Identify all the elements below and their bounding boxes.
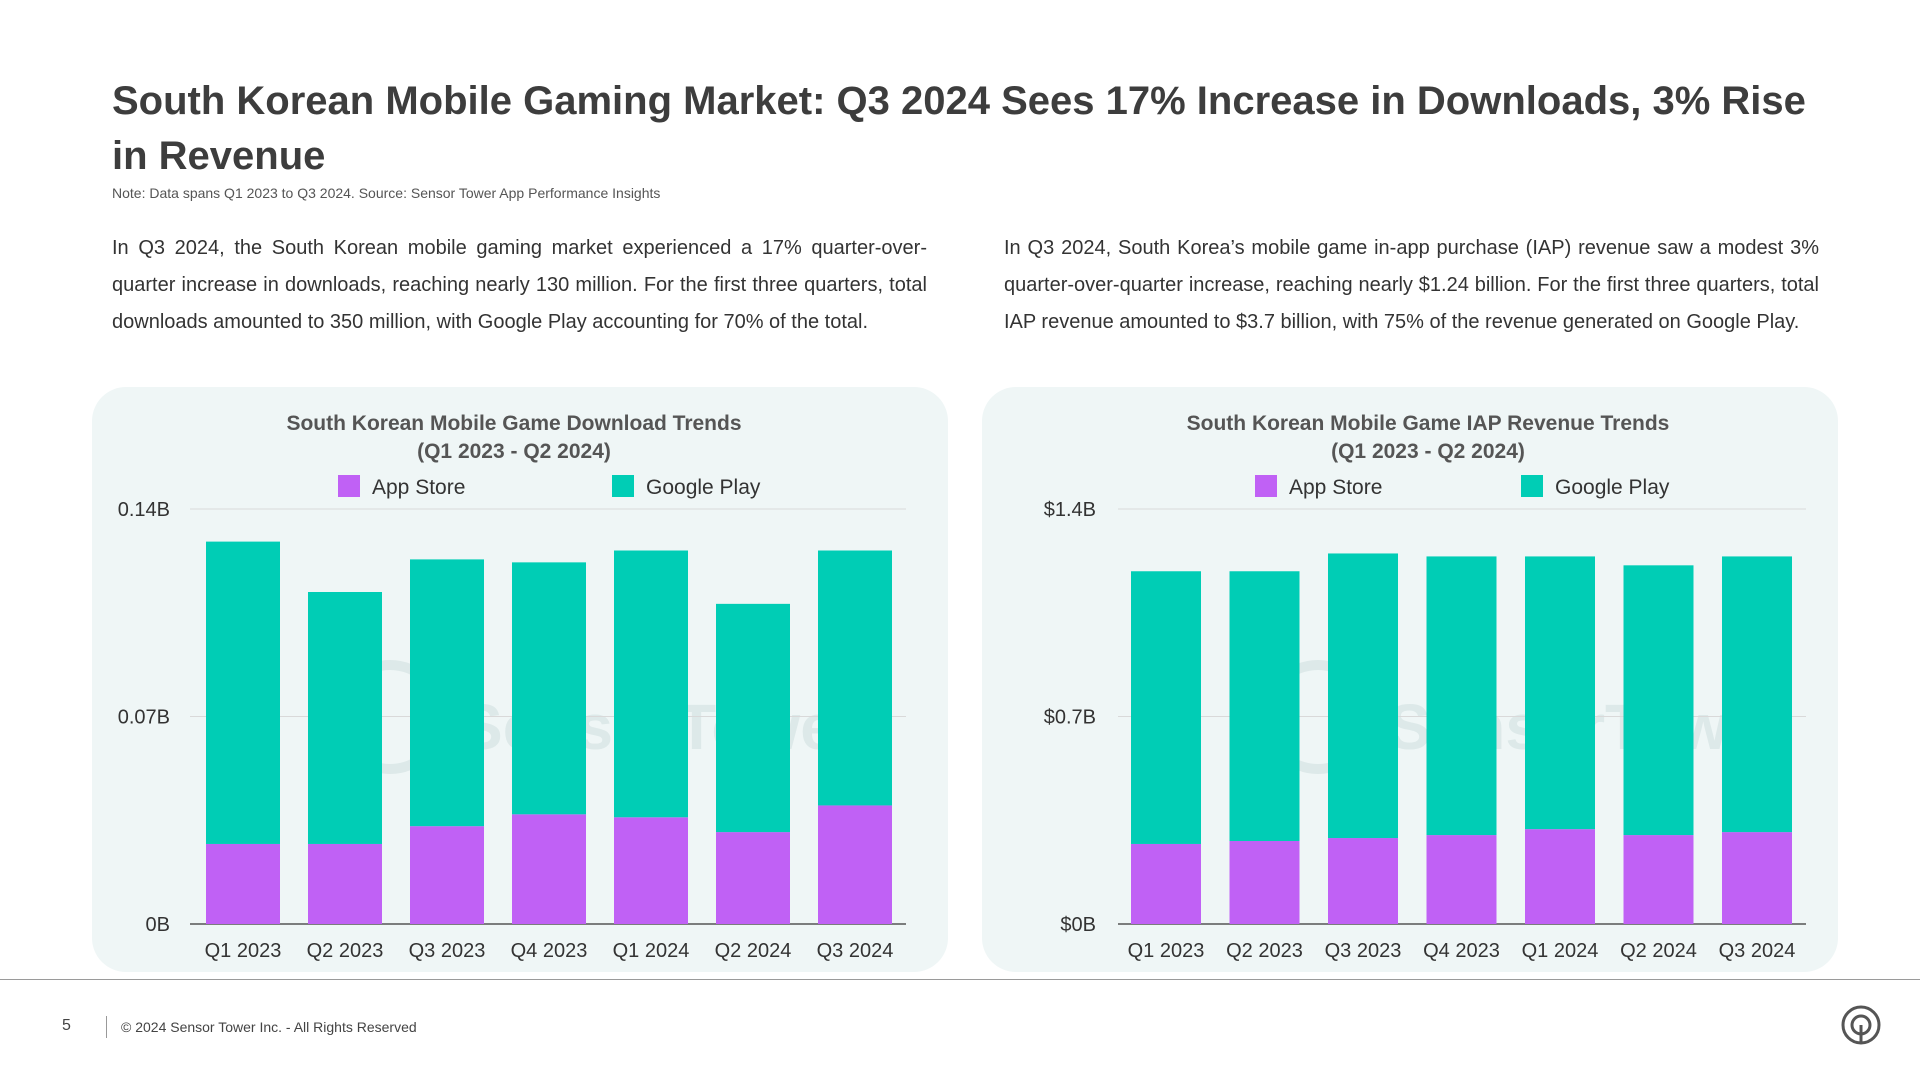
bar-app-store-q4-2023 bbox=[1426, 835, 1497, 924]
bar-google-play-q3-2024 bbox=[1722, 556, 1792, 833]
bar-app-store-q1-2023 bbox=[1131, 843, 1201, 924]
x-tick-label: Q4 2023 bbox=[1423, 940, 1500, 962]
bar-app-store-q3-2023 bbox=[1328, 838, 1398, 924]
bar-google-play-q3-2024 bbox=[818, 550, 892, 806]
bar-google-play-q2-2023 bbox=[1229, 571, 1300, 841]
bar-app-store-q3-2024 bbox=[818, 805, 892, 924]
x-tick-label: Q2 2024 bbox=[715, 940, 792, 962]
bar-app-store-q1-2024 bbox=[614, 817, 688, 924]
footer-divider bbox=[0, 979, 1920, 980]
legend-swatch-app-store bbox=[1255, 475, 1277, 497]
x-tick-label: Q1 2024 bbox=[1522, 940, 1599, 962]
x-tick-label: Q4 2023 bbox=[511, 940, 588, 962]
y-tick-label: 0.07B bbox=[118, 707, 170, 729]
footer-separator bbox=[106, 1016, 107, 1038]
bar-app-store-q4-2023 bbox=[512, 814, 586, 924]
chart-title: South Korean Mobile Game IAP Revenue Tre… bbox=[1187, 412, 1670, 435]
bar-google-play-q1-2023 bbox=[206, 541, 280, 844]
page-number: 5 bbox=[62, 1017, 71, 1034]
bar-app-store-q1-2024 bbox=[1525, 829, 1595, 924]
bar-google-play-q1-2023 bbox=[1131, 571, 1201, 844]
chart-subtitle: (Q1 2023 - Q2 2024) bbox=[417, 440, 611, 463]
legend-label-app-store: App Store bbox=[1289, 476, 1382, 499]
chart-title: South Korean Mobile Game Download Trends bbox=[286, 412, 741, 435]
bar-google-play-q2-2024 bbox=[716, 603, 790, 833]
bar-app-store-q2-2023 bbox=[308, 843, 382, 924]
bar-app-store-q2-2024 bbox=[1623, 835, 1694, 924]
x-tick-label: Q3 2024 bbox=[1719, 940, 1796, 962]
sensor-tower-logo-icon bbox=[1841, 1005, 1881, 1045]
revenue-trends-chart: SensorTowerSouth Korean Mobile Game IAP … bbox=[1044, 412, 1806, 962]
y-tick-label: $0B bbox=[1060, 914, 1096, 936]
x-tick-label: Q3 2024 bbox=[817, 940, 894, 962]
bar-app-store-q3-2023 bbox=[410, 826, 484, 924]
bar-google-play-q4-2023 bbox=[512, 562, 586, 815]
legend-swatch-google-play bbox=[1521, 475, 1543, 497]
legend-swatch-app-store bbox=[338, 475, 360, 497]
revenue-trends-card: SensorTowerSouth Korean Mobile Game IAP … bbox=[982, 387, 1838, 972]
x-tick-label: Q1 2024 bbox=[613, 940, 690, 962]
revenue-summary-text: In Q3 2024, South Korea’s mobile game in… bbox=[1004, 237, 1819, 333]
bar-google-play-q1-2024 bbox=[614, 550, 688, 818]
legend-label-google-play: Google Play bbox=[1555, 476, 1670, 499]
download-trends-card: SensorTowerSouth Korean Mobile Game Down… bbox=[92, 387, 948, 972]
downloads-summary-text: In Q3 2024, the South Korean mobile gami… bbox=[112, 237, 927, 333]
x-tick-label: Q2 2024 bbox=[1620, 940, 1697, 962]
bar-app-store-q3-2024 bbox=[1722, 832, 1792, 924]
y-tick-label: $1.4B bbox=[1044, 499, 1096, 521]
y-tick-label: $0.7B bbox=[1044, 707, 1096, 729]
legend-label-google-play: Google Play bbox=[646, 476, 761, 499]
bar-google-play-q4-2023 bbox=[1426, 556, 1497, 836]
x-tick-label: Q3 2023 bbox=[1325, 940, 1402, 962]
bar-app-store-q2-2024 bbox=[716, 832, 790, 924]
legend-label-app-store: App Store bbox=[372, 476, 465, 499]
chart-subtitle: (Q1 2023 - Q2 2024) bbox=[1331, 440, 1525, 463]
source-note: Note: Data spans Q1 2023 to Q3 2024. Sou… bbox=[112, 185, 661, 201]
x-tick-label: Q1 2023 bbox=[205, 940, 282, 962]
x-tick-label: Q2 2023 bbox=[1226, 940, 1303, 962]
x-tick-label: Q2 2023 bbox=[307, 940, 384, 962]
y-tick-label: 0.14B bbox=[118, 499, 170, 521]
bar-google-play-q3-2023 bbox=[410, 559, 484, 827]
legend-swatch-google-play bbox=[612, 475, 634, 497]
bar-google-play-q2-2023 bbox=[308, 592, 382, 844]
bar-app-store-q2-2023 bbox=[1229, 841, 1300, 924]
download-trends-chart: SensorTowerSouth Korean Mobile Game Down… bbox=[118, 412, 906, 962]
bar-google-play-q2-2024 bbox=[1623, 565, 1694, 836]
page-title: South Korean Mobile Gaming Market: Q3 20… bbox=[112, 79, 1806, 178]
y-tick-label: 0B bbox=[146, 914, 170, 936]
x-tick-label: Q3 2023 bbox=[409, 940, 486, 962]
bar-app-store-q1-2023 bbox=[206, 843, 280, 924]
bar-google-play-q1-2024 bbox=[1525, 556, 1595, 830]
x-tick-label: Q1 2023 bbox=[1128, 940, 1205, 962]
copyright-text: © 2024 Sensor Tower Inc. - All Rights Re… bbox=[121, 1019, 417, 1035]
bar-google-play-q3-2023 bbox=[1328, 553, 1398, 839]
